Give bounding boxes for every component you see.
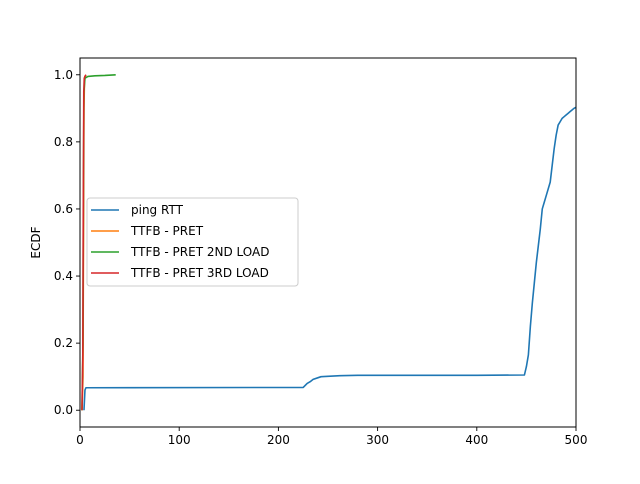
axes-frame [79,57,577,428]
x-tick-label: 400 [465,433,488,447]
legend-label: TTFB - PRET 3RD LOAD [130,266,269,280]
y-tick-label: 0.2 [54,336,73,350]
legend: ping RTT TTFB - PRET TTFB - PRET 2ND LOAD T… [86,197,299,287]
series-layer [81,73,576,411]
legend-label: TTFB - PRET 2ND LOAD [130,245,269,259]
legend-label: TTFB - PRET [130,224,204,238]
y-tick-label: 0.8 [54,135,73,149]
y-tick-label: 0.0 [54,403,73,417]
series-line-3 [81,74,87,411]
x-axis: 0 100 200 300 400 500 [76,427,587,447]
x-tick-label: 200 [267,433,290,447]
legend-box [86,197,299,287]
series-line-0 [83,106,576,411]
y-axis: 0.0 0.2 0.4 0.6 0.8 1.0 [54,68,80,417]
x-tick-label: 300 [366,433,389,447]
legend-label: ping RTT [131,203,184,217]
y-tick-label: 0.4 [54,269,73,283]
x-tick-label: 500 [565,433,588,447]
x-tick-label: 0 [76,433,84,447]
y-tick-label: 1.0 [54,68,73,82]
y-tick-label: 0.6 [54,202,73,216]
x-tick-label: 100 [168,433,191,447]
y-axis-label: ECDF [29,226,43,258]
